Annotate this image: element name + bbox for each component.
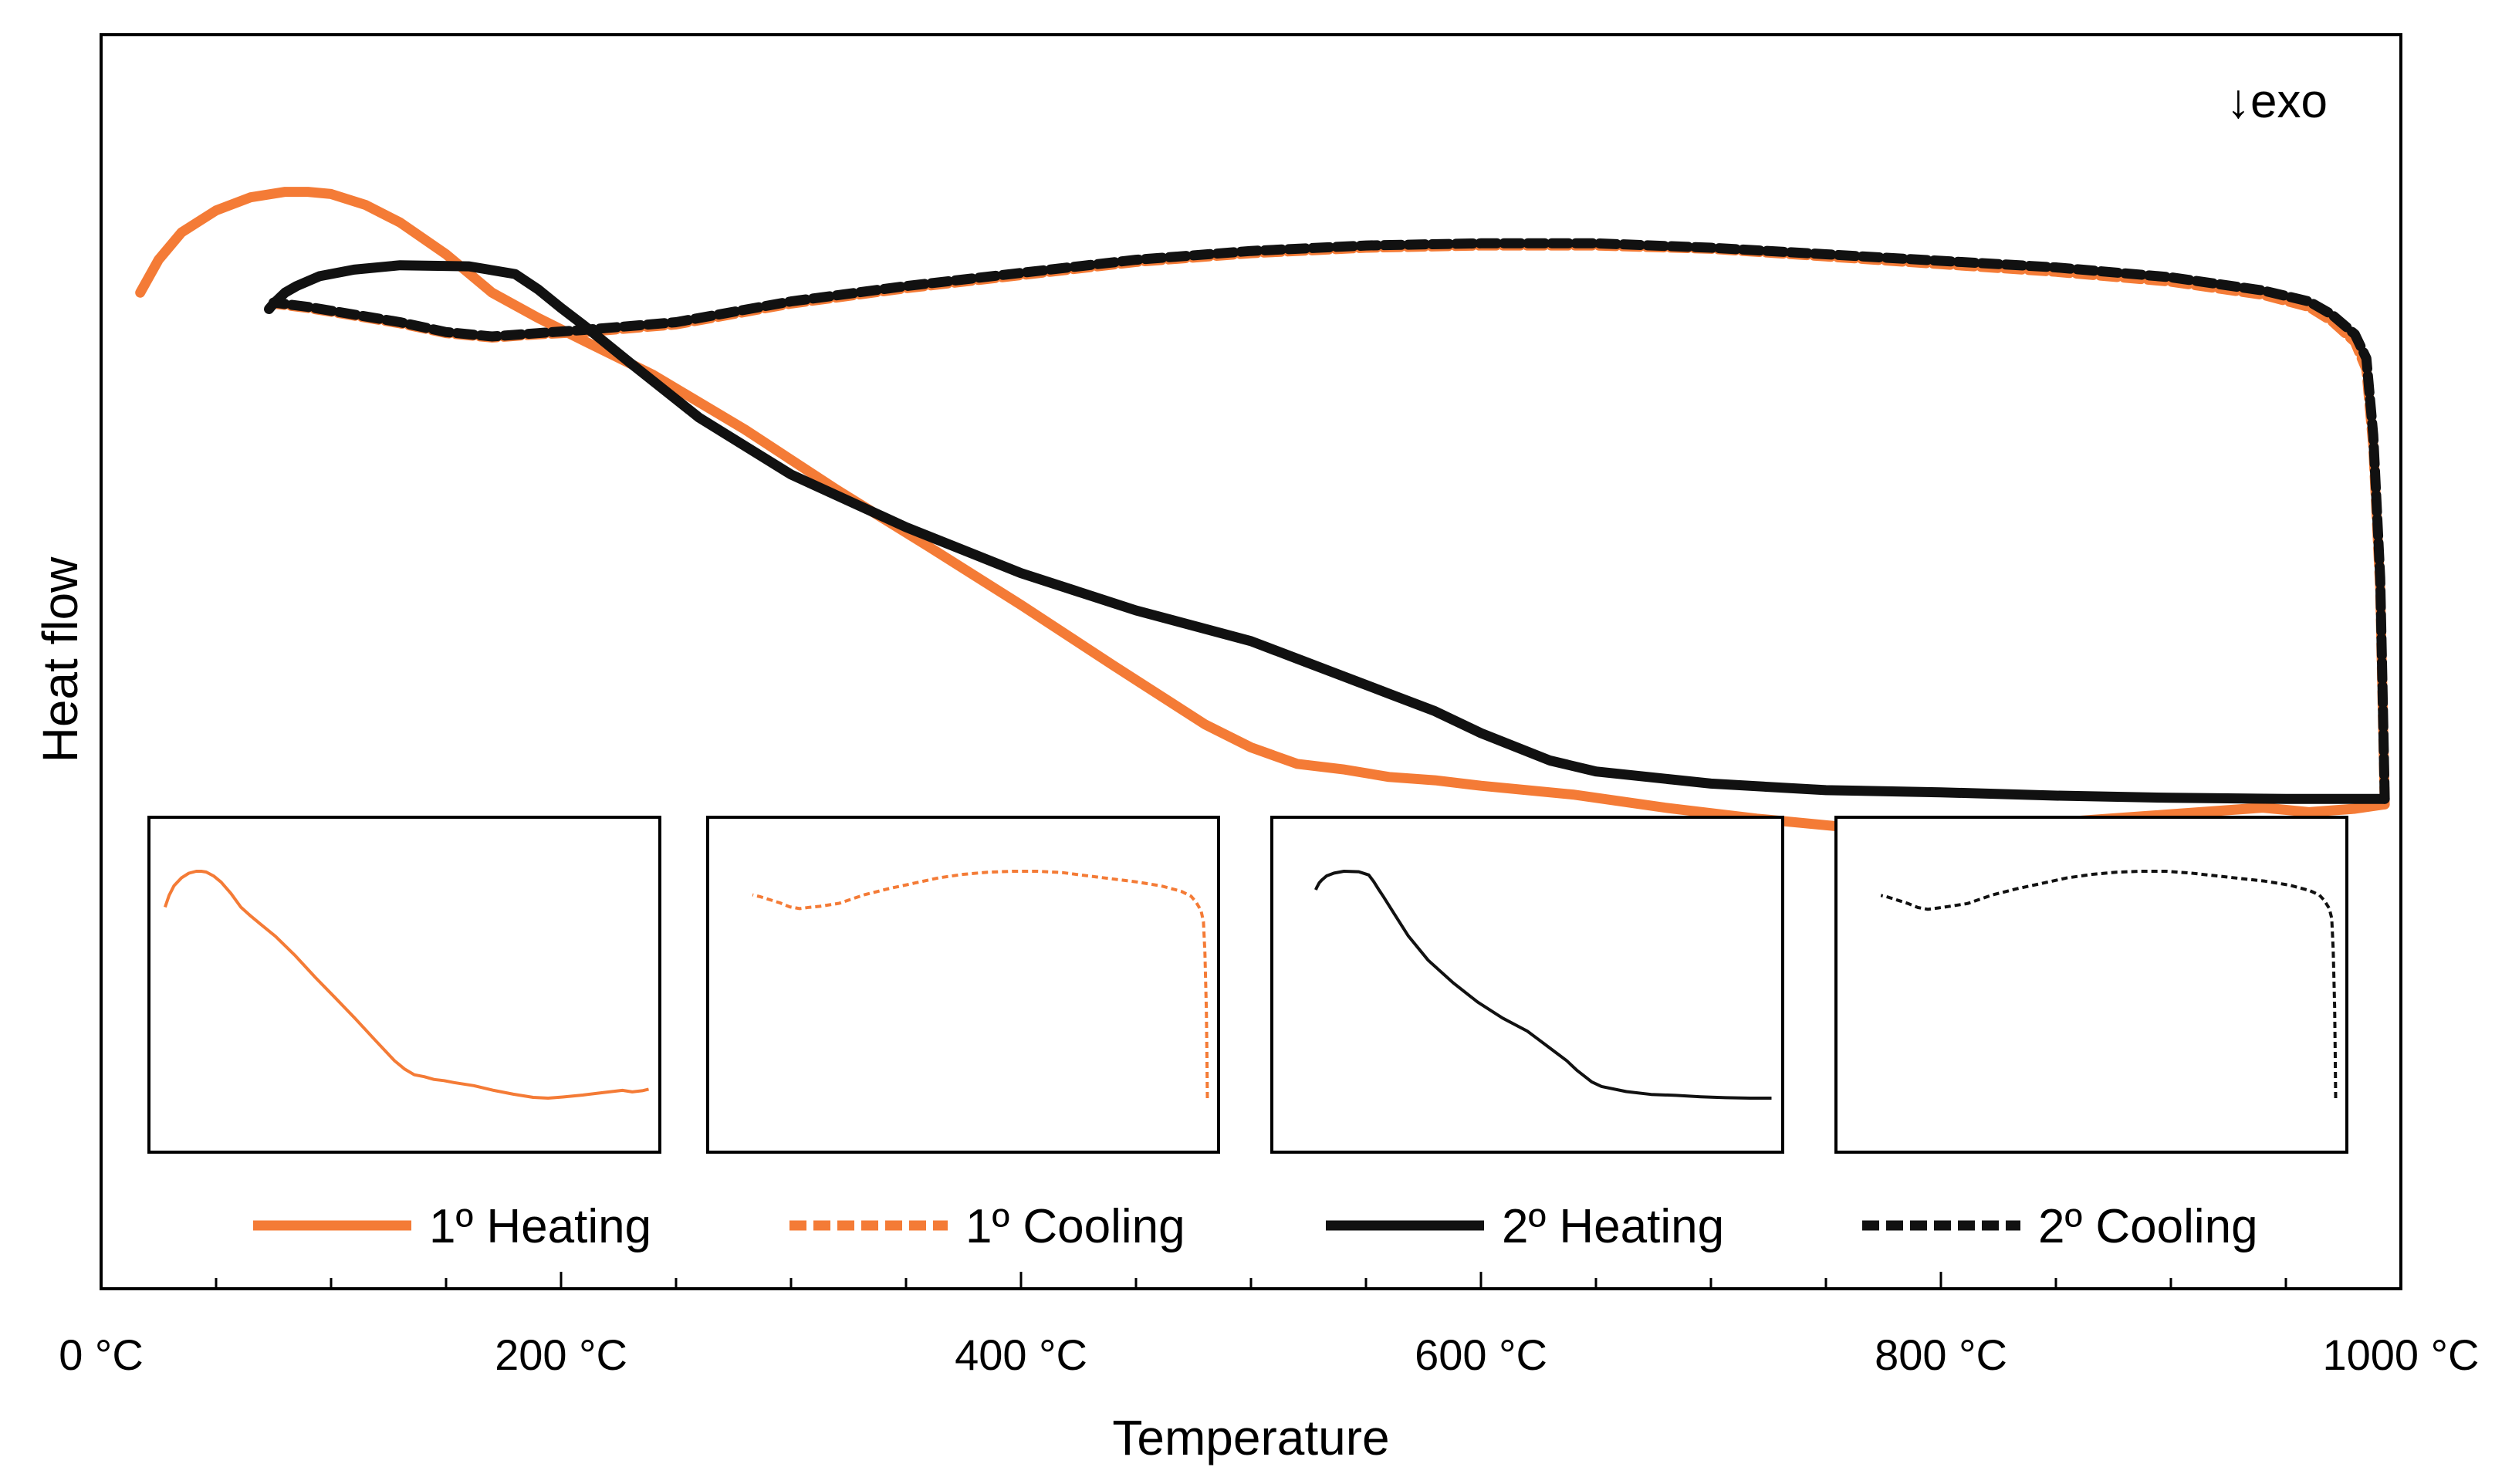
x-axis-tick-labels: 0 °C 200 °C 400 °C 600 °C 800 °C 1000 °C <box>59 1330 2479 1379</box>
inset-frame <box>147 816 661 1154</box>
x-tick-label-0: 0 °C <box>59 1330 144 1379</box>
legend-label: 2º Cooling <box>2038 1200 2258 1253</box>
legend-item-2-cooling: 2º Cooling <box>1862 1200 2258 1253</box>
x-tick-label-400: 400 °C <box>955 1330 1087 1379</box>
series-line-2-heating <box>264 260 2390 804</box>
legend-item-1-heating: 1º Heating <box>253 1200 651 1253</box>
series-line-2-cooling <box>269 238 2390 804</box>
series-line-1-heating <box>135 187 2390 835</box>
inset-line-1-heating <box>164 870 649 1100</box>
exo-annotation: ↓exo <box>2226 75 2328 128</box>
inset-panels <box>147 816 2348 1154</box>
legend: 1º Heating 1º Cooling 2º Heating 2º Cooling <box>253 1200 2258 1253</box>
inset-frame <box>706 816 1220 1154</box>
inset-line-1-cooling <box>752 870 1209 1099</box>
legend-item-1-cooling: 1º Cooling <box>789 1200 1185 1253</box>
legend-label: 2º Heating <box>1502 1200 1724 1253</box>
legend-item-2-heating: 2º Heating <box>1326 1200 1724 1253</box>
x-tick-label-800: 800 °C <box>1875 1330 2007 1379</box>
inset-line-2-heating <box>1314 870 1772 1100</box>
y-axis-label: Heat flow <box>32 556 88 763</box>
inset-line-2-cooling <box>1880 870 2338 1099</box>
inset-1-heating <box>147 816 661 1154</box>
x-tick-label-200: 200 °C <box>495 1330 627 1379</box>
x-axis-ticks <box>100 1272 2402 1289</box>
x-tick-label-600: 600 °C <box>1415 1330 1547 1379</box>
inset-2-cooling <box>1834 816 2348 1154</box>
x-tick-label-1000: 1000 °C <box>2323 1330 2480 1379</box>
inset-2-heating <box>1270 816 1784 1154</box>
legend-label: 1º Cooling <box>965 1200 1185 1253</box>
inset-frame <box>1834 816 2348 1154</box>
x-axis-label: Temperature <box>1112 1410 1389 1465</box>
legend-label: 1º Heating <box>429 1200 651 1253</box>
inset-frame <box>1270 816 1784 1154</box>
main-series-group <box>135 187 2390 835</box>
inset-1-cooling <box>706 816 1220 1154</box>
